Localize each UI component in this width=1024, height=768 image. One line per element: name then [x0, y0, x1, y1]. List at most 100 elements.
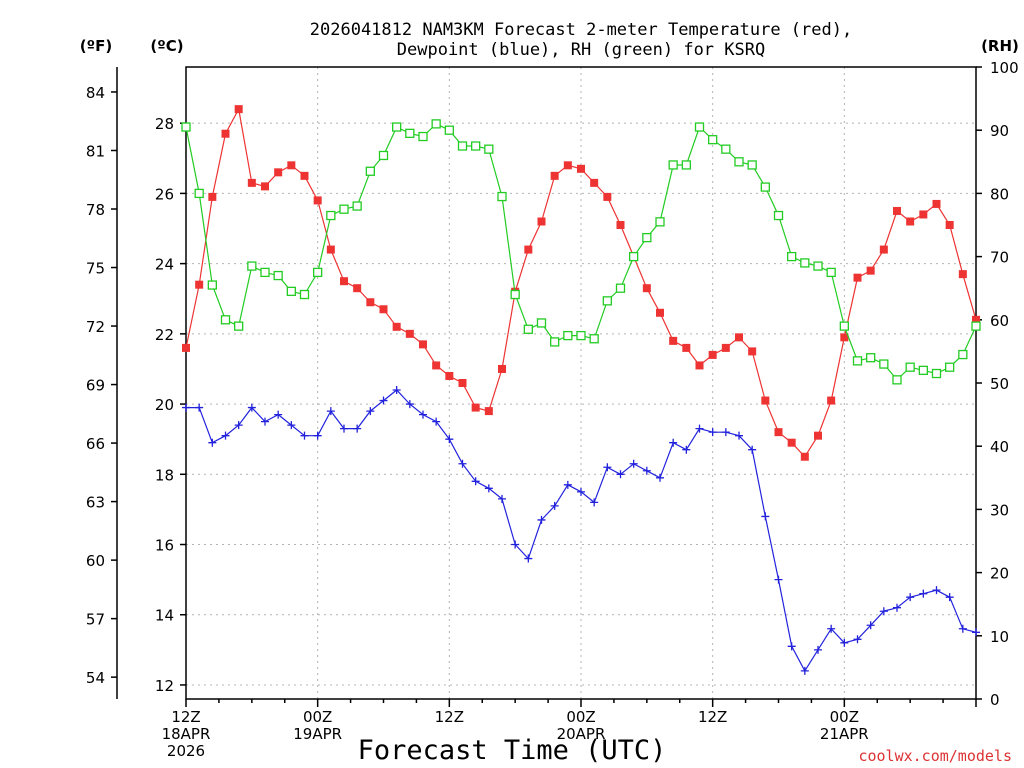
rh-point — [642, 232, 652, 243]
dewpoint-point — [182, 403, 190, 412]
rh-point — [273, 270, 283, 281]
dewpoint-point — [761, 512, 770, 521]
dewpoint-point — [366, 407, 375, 416]
rh-tick-label: 10 — [990, 628, 1009, 646]
dewpoint-point — [313, 431, 322, 440]
temperature-point — [735, 333, 743, 342]
temperature-point — [906, 217, 915, 226]
temperature-point — [919, 210, 928, 219]
temperature-point — [340, 277, 348, 286]
dewpoint-point — [642, 466, 651, 475]
temperature-point — [642, 284, 651, 293]
rh-point — [760, 182, 770, 192]
dewpoint-point — [379, 396, 388, 405]
dewpoint-point — [695, 424, 704, 433]
series-group — [181, 105, 981, 675]
dewpoint-point — [866, 621, 875, 630]
dewpoint-point — [972, 628, 980, 637]
rh-point — [536, 318, 547, 328]
temperature-point — [827, 396, 836, 405]
rh-point — [326, 210, 336, 221]
dewpoint-point — [906, 593, 915, 602]
dewpoint-point — [590, 498, 599, 507]
dewpoint-point — [800, 666, 809, 675]
temperature-point — [695, 361, 704, 370]
rh-point — [602, 296, 612, 306]
dewpoint-point — [287, 421, 296, 430]
dewpoint-point — [669, 438, 678, 447]
plot-frame — [185, 66, 977, 700]
dewpoint-point — [748, 445, 757, 454]
temperature-point — [208, 192, 217, 201]
rh-point — [589, 334, 599, 344]
x-tick-label: 19APR — [293, 725, 342, 743]
temperature-point — [445, 371, 454, 380]
rh-point — [365, 166, 375, 176]
celsius-tick-label: 18 — [155, 466, 174, 484]
dewpoint-point — [458, 459, 467, 468]
dewpoint-point — [300, 431, 309, 440]
rh-tick-label: 70 — [990, 249, 1009, 267]
temperature-point — [866, 266, 875, 275]
x-tick-label: 00Z — [303, 708, 332, 726]
rh-point — [576, 330, 586, 341]
rh-tick-label: 50 — [990, 375, 1009, 393]
temperature-point — [247, 178, 256, 187]
x-tick-label: 00Z — [830, 708, 859, 726]
dewpoint-point — [735, 431, 743, 440]
temperature-point — [287, 161, 296, 170]
rh-point — [181, 122, 191, 132]
rh-point — [260, 267, 270, 278]
rh-point — [918, 365, 928, 376]
dewpoint-point — [419, 410, 427, 419]
dewpoint-point — [234, 421, 243, 430]
gridlines — [186, 67, 976, 699]
dewpoint-point — [814, 645, 822, 654]
x-tick-label: 00Z — [566, 708, 595, 726]
rh-tick-label: 30 — [990, 501, 1009, 519]
temperature-point — [484, 407, 493, 416]
celsius-tick-label: 26 — [155, 185, 174, 203]
dewpoint-point — [932, 586, 941, 595]
temperature-point — [471, 403, 480, 412]
dewpoint-point — [432, 417, 441, 426]
temperature-point — [708, 350, 717, 359]
fahrenheit-tick-label: 81 — [86, 142, 105, 160]
series-line — [185, 123, 977, 381]
fahrenheit-tick-label: 78 — [86, 201, 105, 219]
temperature-point — [326, 245, 335, 254]
rh-point — [734, 157, 744, 167]
fahrenheit-unit-label: (ºF) — [80, 37, 112, 55]
fahrenheit-tick-label: 57 — [86, 611, 105, 629]
temperature-point — [774, 428, 783, 437]
rh-point — [234, 321, 244, 331]
rh-point — [905, 362, 915, 372]
rh-point — [392, 122, 402, 132]
rh-point — [800, 258, 810, 268]
rh-point — [931, 368, 942, 379]
dewpoint-point — [577, 487, 585, 496]
dewpoint-point — [524, 554, 533, 563]
rh-point — [826, 267, 836, 278]
x-tick-label: 21APR — [820, 725, 869, 743]
dewpoint-point — [550, 501, 559, 510]
rh-tick-label: 100 — [990, 59, 1019, 77]
rh-tick-label: 60 — [990, 312, 1009, 330]
rh-point — [971, 321, 981, 331]
dewpoint-point — [221, 431, 230, 440]
temperature-point — [405, 329, 414, 338]
rh-point — [945, 362, 955, 372]
temperature-point — [800, 452, 809, 461]
fahrenheit-tick-label: 60 — [86, 552, 105, 570]
temperature-point — [524, 245, 533, 254]
fahrenheit-tick-label: 75 — [86, 260, 105, 278]
dewpoint-point — [274, 410, 283, 419]
dewpoint-point — [853, 635, 862, 644]
fahrenheit-tick-label: 72 — [86, 318, 105, 336]
temperature-point — [761, 396, 770, 405]
temperature-point — [577, 164, 585, 173]
temperature-point — [853, 273, 862, 282]
temperature-point — [840, 333, 849, 342]
